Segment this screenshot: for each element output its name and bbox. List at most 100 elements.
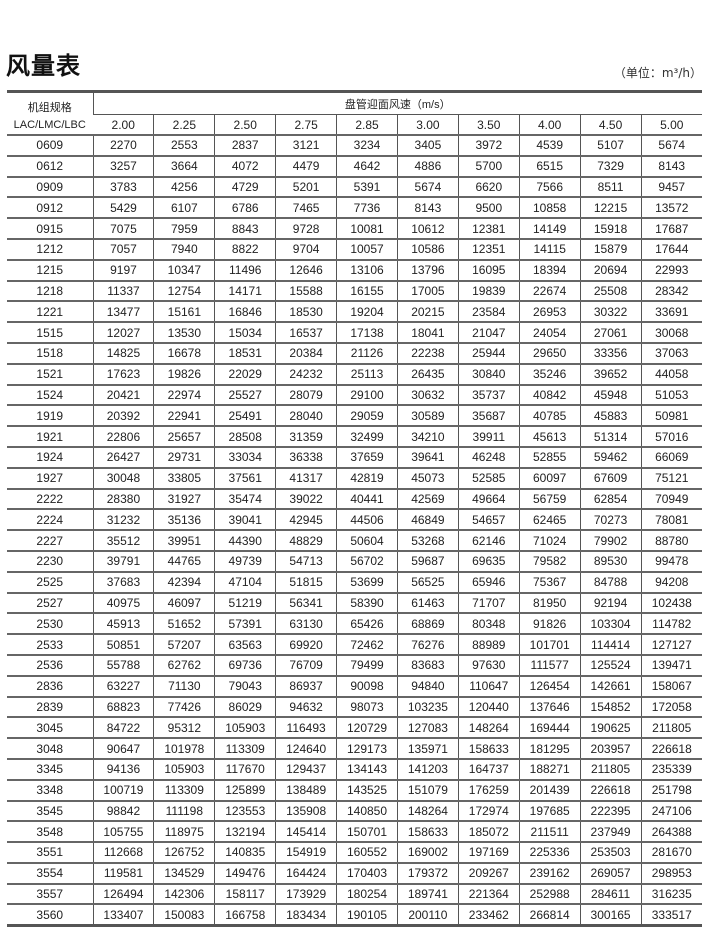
airflow-cell: 252988 <box>518 882 581 905</box>
airflow-cell: 139471 <box>640 653 702 676</box>
model-cell: 1515 <box>7 321 93 343</box>
table-row: 3557 126494 142306 158117 173929 180254 189741… <box>7 882 702 905</box>
model-cell: 3545 <box>7 799 93 822</box>
airflow-cell: 264388 <box>640 820 702 843</box>
airflow-cell: 36338 <box>275 445 337 468</box>
airflow-cell: 166758 <box>214 903 276 928</box>
model-cell: 1212 <box>7 237 93 260</box>
airflow-cell: 21126 <box>336 341 398 364</box>
airflow-cell: 94632 <box>275 695 337 718</box>
table-row: 2533 50851 57207 63563 69920 72462 76276 88989 1… <box>7 633 702 655</box>
airflow-cell: 90647 <box>92 737 154 759</box>
airflow-cell: 211805 <box>579 757 642 780</box>
model-cell: 2227 <box>7 529 93 551</box>
airflow-cell: 30840 <box>457 362 520 385</box>
airflow-cell: 62762 <box>153 653 215 676</box>
airflow-cell: 71707 <box>457 591 520 614</box>
airflow-cell: 12027 <box>92 321 154 343</box>
airflow-cell: 44390 <box>214 529 276 551</box>
airflow-cell: 65426 <box>336 612 398 635</box>
airflow-cell: 14171 <box>214 279 276 302</box>
airflow-cell: 84788 <box>579 570 642 593</box>
airflow-cell: 129173 <box>336 737 398 759</box>
model-cell: 2527 <box>7 591 93 614</box>
airflow-cell: 55788 <box>92 653 154 676</box>
airflow-cell: 158633 <box>457 737 520 759</box>
airflow-cell: 154919 <box>275 841 337 863</box>
airflow-cell: 2837 <box>214 134 276 156</box>
airflow-cell: 63130 <box>275 612 337 635</box>
airflow-cell: 53268 <box>396 529 459 551</box>
table-row: 0909 3783 4256 4729 5201 5391 5674 6620 7566 8511… <box>7 175 702 198</box>
airflow-cell: 30048 <box>92 466 154 489</box>
airflow-cell: 126454 <box>518 674 581 697</box>
airflow-cell: 110647 <box>457 674 520 697</box>
airflow-cell: 29731 <box>153 445 215 468</box>
airflow-cell: 40975 <box>92 591 154 614</box>
airflow-cell: 30068 <box>640 321 702 343</box>
model-cell: 2836 <box>7 674 93 697</box>
airflow-cell: 39791 <box>92 549 154 572</box>
spec-header-cn: 机组规格 <box>27 102 72 114</box>
airflow-cell: 97630 <box>457 653 520 676</box>
airflow-cell: 28040 <box>275 404 337 427</box>
airflow-cell: 32499 <box>336 425 398 447</box>
model-cell: 3560 <box>7 903 93 928</box>
airflow-cell: 183434 <box>275 903 337 928</box>
airflow-cell: 41317 <box>275 466 337 489</box>
airflow-cell: 190105 <box>336 903 398 928</box>
airflow-cell: 68823 <box>92 695 154 718</box>
airflow-cell: 6107 <box>153 196 215 219</box>
airflow-cell: 39641 <box>396 445 459 468</box>
airflow-cell: 3783 <box>92 175 154 198</box>
airflow-cell: 80348 <box>457 612 520 635</box>
airflow-cell: 17138 <box>336 321 398 343</box>
airflow-cell: 45948 <box>579 383 642 406</box>
model-cell: 2230 <box>7 549 93 572</box>
model-cell: 0912 <box>7 196 93 219</box>
velocity-column-header: 2.85 <box>336 114 398 135</box>
model-cell: 2530 <box>7 612 93 635</box>
airflow-cell: 5391 <box>336 175 398 198</box>
airflow-cell: 10057 <box>336 237 398 260</box>
airflow-cell: 70273 <box>579 508 642 531</box>
table-row: 2530 45913 51652 57391 63130 65426 68869 80348 9… <box>7 612 702 635</box>
airflow-cell: 164424 <box>275 861 337 884</box>
airflow-cell: 15879 <box>579 237 642 260</box>
airflow-cell: 69920 <box>275 633 337 655</box>
model-cell: 0915 <box>7 217 93 239</box>
airflow-cell: 59462 <box>579 445 642 468</box>
airflow-cell: 57207 <box>153 633 215 655</box>
airflow-cell: 150701 <box>336 820 398 843</box>
airflow-cell: 52855 <box>518 445 581 468</box>
airflow-cell: 19204 <box>336 300 398 323</box>
airflow-cell: 42819 <box>336 466 398 489</box>
airflow-cell: 19839 <box>457 279 520 302</box>
airflow-cell: 46248 <box>457 445 520 468</box>
airflow-cell: 5107 <box>579 134 642 156</box>
table-row: 1215 9197 10347 11496 12646 13106 13796 16095 18… <box>7 258 702 281</box>
airflow-cell: 6786 <box>214 196 276 219</box>
airflow-cell: 20694 <box>579 258 642 281</box>
airflow-cell: 16678 <box>153 341 215 364</box>
airflow-cell: 5201 <box>275 175 337 198</box>
airflow-cell: 18531 <box>214 341 276 364</box>
table-row: 1221 13477 15161 16846 18530 19204 20215 23584 2… <box>7 300 702 323</box>
airflow-cell: 47104 <box>214 570 276 593</box>
airflow-cell: 59687 <box>396 549 459 572</box>
table-row: 1921 22806 25657 28508 31359 32499 34210 39911 4… <box>7 425 702 447</box>
airflow-cell: 13572 <box>640 196 702 219</box>
airflow-cell: 180254 <box>336 882 398 905</box>
airflow-cell: 20392 <box>92 404 154 427</box>
airflow-cell: 148264 <box>457 716 520 739</box>
page-title: 风量表 <box>6 52 81 80</box>
airflow-cell: 126752 <box>153 841 215 863</box>
airflow-cell: 201439 <box>518 778 581 801</box>
airflow-cell: 12646 <box>275 258 337 281</box>
airflow-cell: 20421 <box>92 383 154 406</box>
table-row: 1218 11337 12754 14171 15588 16155 17005 19839 2… <box>7 279 702 302</box>
model-cell: 3551 <box>7 841 93 863</box>
airflow-cell: 79499 <box>336 653 398 676</box>
model-cell: 0612 <box>7 154 93 177</box>
airflow-cell: 57016 <box>640 425 702 447</box>
